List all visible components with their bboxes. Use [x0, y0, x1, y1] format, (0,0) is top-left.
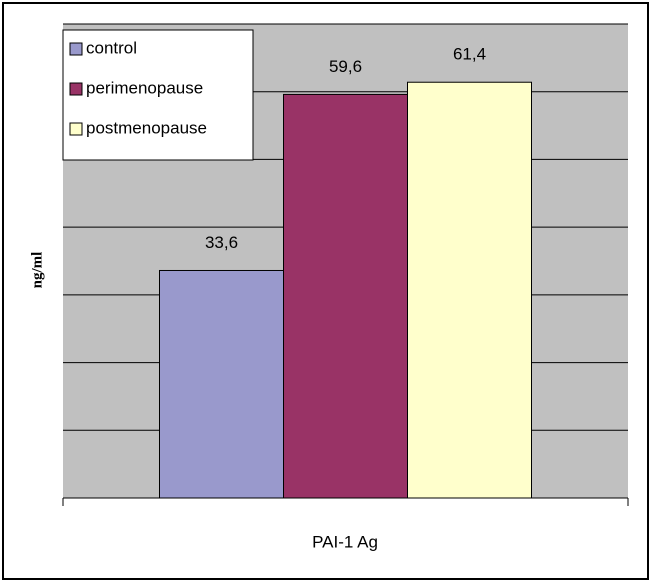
- legend-label: postmenopause: [86, 118, 207, 137]
- data-label: 33,6: [205, 233, 238, 252]
- data-label: 59,6: [329, 57, 362, 76]
- data-label: 61,4: [453, 45, 486, 64]
- legend-swatch: [69, 82, 83, 96]
- legend-swatch: [69, 42, 83, 56]
- legend-label: perimenopause: [86, 78, 203, 97]
- legend-label: control: [86, 38, 137, 57]
- legend-box: [62, 29, 254, 161]
- legend-swatch: [69, 122, 83, 136]
- legend: control perimenopause postmenopause: [62, 29, 254, 161]
- x-axis-label: PAI-1 Ag: [312, 532, 378, 551]
- bar: [283, 93, 408, 499]
- bar: [159, 269, 284, 499]
- bar: [407, 81, 532, 499]
- bars: 33,6 59,6 61,4: [159, 45, 532, 499]
- y-axis-label: ng/ml: [29, 252, 45, 289]
